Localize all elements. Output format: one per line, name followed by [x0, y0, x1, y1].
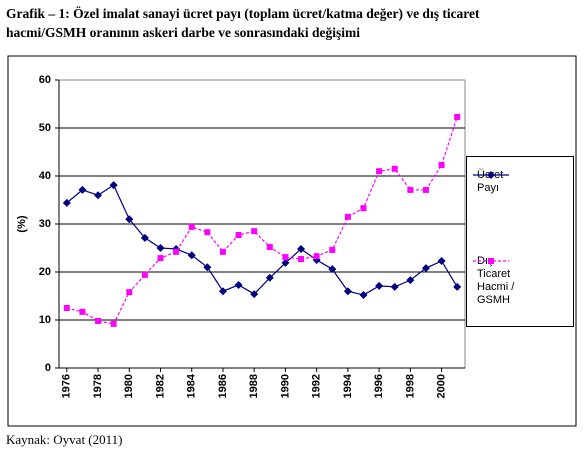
source: Kaynak: Oyvat (2011)	[6, 432, 123, 447]
marker	[343, 287, 352, 296]
marker	[281, 258, 290, 267]
marker	[78, 185, 87, 194]
marker	[125, 215, 134, 224]
x-tick-label: 1994	[342, 373, 354, 398]
marker	[437, 256, 446, 265]
marker	[204, 229, 211, 236]
x-tick-label: 1996	[373, 374, 385, 398]
series-line	[66, 184, 458, 296]
marker	[265, 273, 274, 282]
x-tick-label: 1992	[311, 374, 323, 398]
marker	[313, 253, 320, 260]
y-tick-label: 40	[39, 170, 51, 182]
marker	[219, 248, 226, 255]
marker	[487, 171, 495, 179]
marker	[328, 265, 337, 274]
title-line: Grafik – 1: Özel imalat sanayi ücret pay…	[6, 6, 480, 21]
y-tick-label: 20	[39, 266, 51, 278]
legend-icon	[473, 171, 509, 179]
marker	[375, 281, 384, 290]
legend-icon	[473, 258, 509, 264]
marker	[109, 181, 118, 190]
x-tick-label: 1984	[186, 373, 198, 398]
marker	[218, 287, 227, 296]
marker	[390, 282, 399, 291]
marker	[110, 320, 117, 327]
marker	[141, 271, 148, 278]
marker	[266, 244, 273, 251]
x-tick-label: 1988	[248, 374, 260, 398]
x-tick-label: 1980	[123, 374, 135, 398]
marker	[250, 290, 259, 299]
marker	[344, 213, 351, 220]
chart-title: Grafik – 1: Özel imalat sanayi ücret pay…	[6, 4, 480, 42]
marker	[173, 248, 180, 255]
marker	[95, 317, 102, 324]
marker	[406, 276, 415, 285]
marker	[157, 255, 164, 262]
marker	[488, 258, 494, 264]
marker	[282, 254, 289, 261]
x-tick-label: 1998	[404, 374, 416, 398]
marker	[329, 246, 336, 253]
marker	[453, 282, 462, 291]
marker	[126, 289, 133, 296]
chart-border	[7, 55, 577, 427]
marker	[63, 305, 70, 311]
marker	[454, 113, 461, 120]
marker	[188, 223, 195, 230]
x-tick-label: 1976	[61, 374, 73, 398]
marker	[298, 256, 305, 263]
y-tick-label: 10	[39, 314, 51, 326]
marker	[391, 165, 398, 172]
x-tick-label: 1986	[217, 374, 229, 398]
title-line: hacmi/GSMH oranının askeri darbe ve sonr…	[6, 25, 361, 40]
x-tick-label: 1978	[92, 374, 104, 398]
marker	[79, 308, 86, 315]
series-line	[66, 116, 458, 325]
marker	[360, 205, 367, 212]
y-tick-label: 60	[39, 74, 51, 86]
marker	[376, 168, 383, 175]
x-tick-label: 1990	[279, 374, 291, 398]
marker	[94, 191, 103, 200]
marker	[297, 244, 306, 253]
x-tick-label: 2000	[435, 374, 447, 398]
marker	[62, 198, 71, 207]
legend-item: Ücret Payı	[471, 169, 523, 195]
y-tick-label: 50	[39, 122, 51, 134]
marker	[140, 233, 149, 242]
y-axis-label: (%)	[16, 215, 28, 232]
x-tick-label: 1982	[154, 374, 166, 398]
marker	[235, 232, 242, 239]
legend-item: Dış Ticaret Hacmi / GSMH	[471, 255, 523, 307]
marker	[422, 186, 429, 193]
marker	[438, 161, 445, 168]
marker	[407, 186, 414, 193]
marker	[187, 251, 196, 260]
marker	[203, 263, 212, 272]
legend: Ücret Payı Dış Ticaret Hacmi / GSMH	[466, 156, 574, 327]
marker	[421, 264, 430, 273]
marker	[251, 228, 258, 235]
marker	[156, 244, 165, 252]
y-tick-label: 30	[39, 218, 51, 230]
marker	[234, 280, 243, 289]
legend-label: Dış Ticaret Hacmi / GSMH	[477, 255, 515, 306]
y-tick-label: 0	[45, 362, 51, 374]
marker	[359, 291, 368, 300]
